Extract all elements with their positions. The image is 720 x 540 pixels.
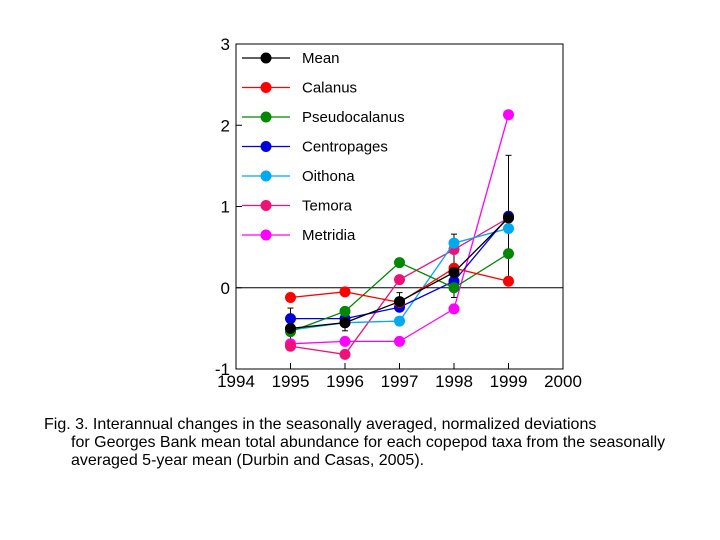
plot-area: 1994 1995 1996 1997 1998 1999 2000 -1 0 1 2 3 bbox=[215, 35, 582, 391]
legend-label-centropages: Centropages bbox=[302, 139, 388, 156]
legend-label-mean: Mean bbox=[302, 50, 340, 67]
figure-caption: Fig. 3. Interannual changes in the seaso… bbox=[44, 416, 704, 470]
legend-marker-metridia bbox=[260, 229, 272, 241]
data-point-calanus bbox=[339, 286, 351, 298]
data-point-metridia bbox=[448, 303, 460, 315]
x-tick-label: 1998 bbox=[435, 372, 473, 391]
y-tick-label: 0 bbox=[221, 279, 230, 298]
legend-label-pseudocalanus: Pseudocalanus bbox=[302, 109, 405, 126]
data-point-pseudocalanus bbox=[448, 282, 460, 294]
caption-rest: for Georges Bank mean total abundance fo… bbox=[71, 434, 666, 469]
chart: 1994 1995 1996 1997 1998 1999 2000 -1 0 1 2 3 Mean C… bbox=[215, 35, 582, 391]
legend-marker-calanus bbox=[260, 82, 272, 93]
legend-label-temora: Temora bbox=[302, 198, 353, 215]
data-point-mean bbox=[285, 322, 296, 334]
caption-first-line: Fig. 3. Interannual changes in the seaso… bbox=[44, 416, 597, 433]
legend: Mean Calanus Pseudocalanus Centropages Oitho… bbox=[242, 50, 405, 244]
y-tick-label: 3 bbox=[221, 35, 230, 54]
legend-marker-centropages bbox=[260, 141, 272, 152]
data-point-oithona bbox=[394, 315, 405, 327]
legend-marker-pseudocalanus bbox=[260, 111, 272, 123]
data-point-mean bbox=[394, 296, 405, 308]
data-point-mean bbox=[448, 266, 460, 278]
x-tick-label: 2000 bbox=[544, 372, 582, 391]
x-tick-label: 1999 bbox=[490, 372, 528, 391]
data-point-pseudocalanus bbox=[503, 248, 514, 260]
x-tick-label: 1996 bbox=[326, 372, 364, 391]
legend-label-oithona: Oithona bbox=[302, 168, 355, 185]
data-point-calanus bbox=[503, 275, 514, 287]
y-tick-label: 1 bbox=[221, 198, 230, 217]
x-tick-label: 1997 bbox=[381, 372, 419, 391]
y-tick-label: -1 bbox=[215, 360, 230, 379]
data-point-centropages bbox=[285, 313, 296, 325]
data-point-calanus bbox=[285, 292, 296, 303]
data-point-mean bbox=[503, 212, 514, 224]
data-point-metridia bbox=[339, 335, 351, 347]
data-point-pseudocalanus bbox=[394, 257, 405, 269]
data-point-oithona bbox=[503, 222, 514, 234]
data-point-temora bbox=[394, 274, 405, 286]
legend-label-metridia: Metridia bbox=[302, 227, 356, 244]
legend-label-calanus: Calanus bbox=[302, 80, 357, 97]
legend-marker-oithona bbox=[260, 170, 272, 182]
y-tick-label: 2 bbox=[221, 116, 230, 135]
data-point-oithona bbox=[448, 237, 460, 249]
data-point-metridia bbox=[503, 109, 514, 121]
legend-marker-mean bbox=[260, 52, 272, 64]
x-tick-label: 1995 bbox=[272, 372, 310, 391]
data-point-metridia bbox=[394, 335, 405, 347]
data-point-mean bbox=[339, 317, 351, 329]
legend-marker-temora bbox=[260, 200, 272, 211]
data-point-pseudocalanus bbox=[339, 305, 351, 317]
x-tick-label: 1994 bbox=[217, 372, 255, 391]
data-point-temora bbox=[285, 340, 296, 352]
data-point-temora bbox=[339, 348, 351, 360]
